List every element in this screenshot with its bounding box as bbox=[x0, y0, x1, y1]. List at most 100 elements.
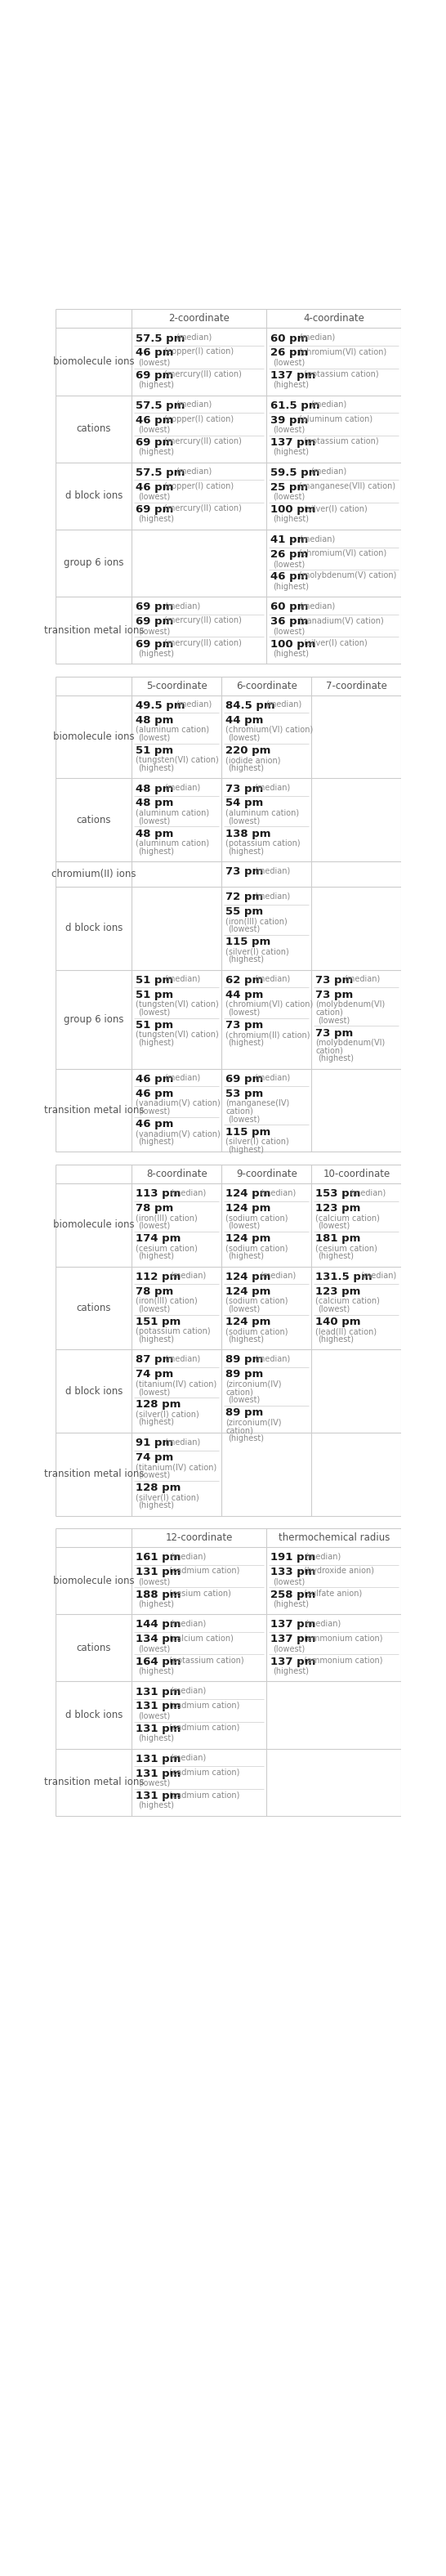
Text: cation): cation) bbox=[226, 1388, 253, 1396]
Text: 51 pm: 51 pm bbox=[136, 744, 173, 755]
Text: 2-coordinate: 2-coordinate bbox=[169, 314, 230, 325]
Text: (cesium cation): (cesium cation) bbox=[169, 1589, 231, 1597]
Text: (hydroxide anion): (hydroxide anion) bbox=[304, 1566, 375, 1574]
Text: (highest): (highest) bbox=[138, 1252, 174, 1260]
Text: (lowest): (lowest) bbox=[138, 425, 170, 433]
Text: biomolecule ions: biomolecule ions bbox=[53, 1577, 134, 1587]
Text: 48 pm: 48 pm bbox=[136, 783, 173, 793]
Text: (cadmium cation): (cadmium cation) bbox=[169, 1790, 240, 1798]
Text: (zirconium(IV): (zirconium(IV) bbox=[226, 1419, 281, 1427]
Text: (highest): (highest) bbox=[138, 1139, 174, 1146]
Text: (sulfate anion): (sulfate anion) bbox=[304, 1589, 363, 1597]
Text: (silver(I) cation): (silver(I) cation) bbox=[304, 639, 368, 647]
Text: (lowest): (lowest) bbox=[138, 1388, 170, 1396]
Text: (highest): (highest) bbox=[138, 1667, 174, 1674]
Text: 131 pm: 131 pm bbox=[136, 1700, 181, 1710]
Text: d block ions: d block ions bbox=[65, 1386, 123, 1396]
Text: cation): cation) bbox=[226, 1427, 253, 1435]
Text: (median): (median) bbox=[344, 974, 380, 984]
Text: (vanadium(V) cation): (vanadium(V) cation) bbox=[299, 616, 384, 623]
Text: 164 pm: 164 pm bbox=[136, 1656, 181, 1667]
Text: 54 pm: 54 pm bbox=[226, 799, 263, 809]
Text: (median): (median) bbox=[260, 1188, 296, 1195]
Text: 73 pm: 73 pm bbox=[226, 783, 263, 793]
Text: (lowest): (lowest) bbox=[138, 817, 170, 824]
Text: 124 pm: 124 pm bbox=[226, 1203, 271, 1213]
Text: 133 pm: 133 pm bbox=[270, 1566, 316, 1577]
Text: 69 pm: 69 pm bbox=[136, 438, 173, 448]
Text: 78 pm: 78 pm bbox=[136, 1285, 173, 1296]
Text: (highest): (highest) bbox=[138, 765, 174, 773]
Text: 51 pm: 51 pm bbox=[136, 989, 173, 999]
Text: (median): (median) bbox=[255, 891, 291, 899]
Text: 12-coordinate: 12-coordinate bbox=[165, 1533, 233, 1543]
Text: (mercury(II) cation): (mercury(II) cation) bbox=[164, 616, 241, 623]
Text: (lowest): (lowest) bbox=[273, 358, 305, 366]
Text: 100 pm: 100 pm bbox=[270, 639, 316, 649]
Text: (median): (median) bbox=[165, 1355, 201, 1363]
Text: (median): (median) bbox=[175, 399, 212, 410]
Text: 73 pm: 73 pm bbox=[226, 1020, 263, 1030]
Text: 48 pm: 48 pm bbox=[136, 799, 173, 809]
Text: group 6 ions: group 6 ions bbox=[64, 1015, 124, 1025]
Text: (median): (median) bbox=[255, 974, 291, 984]
Text: (aluminum cation): (aluminum cation) bbox=[136, 840, 209, 848]
Text: (median): (median) bbox=[260, 1273, 296, 1280]
Text: 258 pm: 258 pm bbox=[270, 1589, 316, 1600]
Text: 153 pm: 153 pm bbox=[315, 1188, 360, 1198]
Text: (aluminum cation): (aluminum cation) bbox=[226, 809, 299, 817]
Text: 131 pm: 131 pm bbox=[136, 1754, 181, 1765]
Text: 69 pm: 69 pm bbox=[226, 1074, 263, 1084]
Text: 131 pm: 131 pm bbox=[136, 1723, 181, 1734]
Text: (highest): (highest) bbox=[138, 381, 174, 389]
Text: (cadmium cation): (cadmium cation) bbox=[169, 1566, 240, 1574]
Text: 73 pm: 73 pm bbox=[226, 866, 263, 876]
Text: 72 pm: 72 pm bbox=[226, 891, 263, 902]
Text: 124 pm: 124 pm bbox=[226, 1188, 271, 1198]
Text: (highest): (highest) bbox=[138, 848, 174, 855]
Text: 188 pm: 188 pm bbox=[136, 1589, 181, 1600]
Text: (median): (median) bbox=[255, 866, 291, 876]
Text: (median): (median) bbox=[255, 1074, 291, 1082]
Text: (median): (median) bbox=[305, 1553, 341, 1561]
Text: biomolecule ions: biomolecule ions bbox=[53, 1218, 134, 1231]
Text: (potassium cation): (potassium cation) bbox=[136, 1327, 211, 1334]
Text: (lowest): (lowest) bbox=[138, 358, 170, 366]
Text: 53 pm: 53 pm bbox=[226, 1090, 263, 1100]
Text: 9-coordinate: 9-coordinate bbox=[236, 1170, 297, 1180]
Text: (silver(I) cation): (silver(I) cation) bbox=[136, 1494, 199, 1502]
Text: 57.5 pm: 57.5 pm bbox=[136, 332, 185, 343]
Text: (highest): (highest) bbox=[318, 1334, 354, 1345]
Text: (lowest): (lowest) bbox=[318, 1303, 350, 1314]
Text: 46 pm: 46 pm bbox=[136, 1074, 173, 1084]
Text: 191 pm: 191 pm bbox=[270, 1553, 315, 1564]
Text: 73 pm: 73 pm bbox=[315, 989, 353, 999]
Text: (iron(III) cation): (iron(III) cation) bbox=[226, 917, 287, 925]
Text: 6-coordinate: 6-coordinate bbox=[236, 680, 297, 690]
Text: (calcium cation): (calcium cation) bbox=[315, 1296, 380, 1306]
Text: 128 pm: 128 pm bbox=[136, 1399, 181, 1409]
Text: 46 pm: 46 pm bbox=[136, 415, 173, 425]
Text: (median): (median) bbox=[175, 701, 212, 708]
Text: (median): (median) bbox=[305, 1620, 341, 1628]
Text: cations: cations bbox=[76, 1303, 111, 1314]
Text: 140 pm: 140 pm bbox=[315, 1316, 361, 1327]
Text: (chromium(VI) cation): (chromium(VI) cation) bbox=[226, 999, 313, 1007]
Text: (tungsten(VI) cation): (tungsten(VI) cation) bbox=[136, 999, 219, 1007]
Text: 123 pm: 123 pm bbox=[315, 1203, 360, 1213]
Text: 131 pm: 131 pm bbox=[136, 1687, 181, 1698]
Text: (highest): (highest) bbox=[138, 1600, 174, 1607]
Text: (potassium cation): (potassium cation) bbox=[304, 438, 379, 446]
Text: (zirconium(IV): (zirconium(IV) bbox=[226, 1381, 281, 1388]
Text: 137 pm: 137 pm bbox=[270, 438, 316, 448]
Text: d block ions: d block ions bbox=[65, 1710, 123, 1721]
Text: 220 pm: 220 pm bbox=[226, 744, 271, 755]
Text: (cadmium cation): (cadmium cation) bbox=[169, 1700, 240, 1710]
Text: (molybdenum(V) cation): (molybdenum(V) cation) bbox=[299, 572, 396, 580]
Text: 137 pm: 137 pm bbox=[270, 1633, 316, 1643]
Text: (potassium cation): (potassium cation) bbox=[226, 840, 300, 848]
Text: (median): (median) bbox=[299, 603, 335, 611]
Text: cation): cation) bbox=[315, 1007, 343, 1018]
Text: (aluminum cation): (aluminum cation) bbox=[136, 726, 209, 734]
Text: 74 pm: 74 pm bbox=[136, 1453, 173, 1463]
